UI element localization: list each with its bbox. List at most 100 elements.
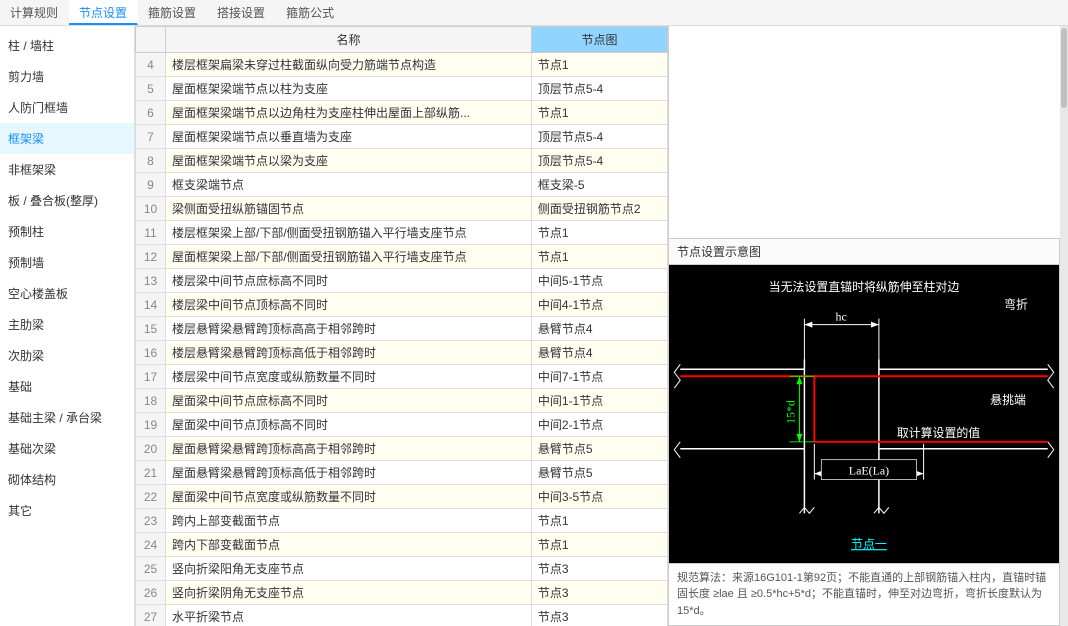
table-row[interactable]: 21屋面悬臂梁悬臂跨顶标高低于相邻跨时悬臂节点5 <box>136 461 668 485</box>
row-node[interactable]: 中间7-1节点 <box>531 365 667 389</box>
row-number: 15 <box>136 317 166 341</box>
row-number: 9 <box>136 173 166 197</box>
tab-1[interactable]: 节点设置 <box>69 0 138 25</box>
tab-2[interactable]: 箍筋设置 <box>138 0 207 25</box>
sidebar-item-14[interactable]: 砌体结构 <box>0 464 134 495</box>
table-row[interactable]: 10梁侧面受扭纵筋锚固节点侧面受扭钢筋节点2 <box>136 197 668 221</box>
table-row[interactable]: 12屋面框架梁上部/下部/侧面受扭钢筋锚入平行墙支座节点节点1 <box>136 245 668 269</box>
row-number: 26 <box>136 581 166 605</box>
row-number: 4 <box>136 53 166 77</box>
row-name: 跨内上部变截面节点 <box>166 509 532 533</box>
right-panel: 节点设置示意图 当无法设置直锚时将纵筋伸至柱对边 弯折 <box>668 26 1068 626</box>
sidebar-item-1[interactable]: 剪力墙 <box>0 61 134 92</box>
tab-3[interactable]: 搭接设置 <box>207 0 276 25</box>
row-node[interactable]: 节点1 <box>531 101 667 125</box>
table-row[interactable]: 15楼层悬臂梁悬臂跨顶标高高于相邻跨时悬臂节点4 <box>136 317 668 341</box>
row-node[interactable]: 中间1-1节点 <box>531 389 667 413</box>
row-node[interactable]: 顶层节点5-4 <box>531 77 667 101</box>
sidebar-item-2[interactable]: 人防门框墙 <box>0 92 134 123</box>
table-row[interactable]: 11楼层框架梁上部/下部/侧面受扭钢筋锚入平行墙支座节点节点1 <box>136 221 668 245</box>
row-node[interactable]: 节点3 <box>531 605 667 626</box>
sidebar-item-10[interactable]: 次肋梁 <box>0 340 134 371</box>
table-row[interactable]: 14楼层梁中间节点顶标高不同时中间4-1节点 <box>136 293 668 317</box>
table-row[interactable]: 27水平折梁节点节点3 <box>136 605 668 626</box>
table-row[interactable]: 13楼层梁中间节点庶标高不同时中间5-1节点 <box>136 269 668 293</box>
row-name: 楼层框架梁上部/下部/侧面受扭钢筋锚入平行墙支座节点 <box>166 221 532 245</box>
settings-table: 名称 节点图 4楼层框架扁梁未穿过柱截面纵向受力筋端节点构造节点15屋面框架梁端… <box>135 26 668 626</box>
row-number: 24 <box>136 533 166 557</box>
table-row[interactable]: 6屋面框架梁端节点以边角柱为支座柱伸出屋面上部纵筋...节点1 <box>136 101 668 125</box>
row-name: 跨内下部变截面节点 <box>166 533 532 557</box>
scrollbar[interactable] <box>1060 26 1068 626</box>
row-name: 楼层悬臂梁悬臂跨顶标高低于相邻跨时 <box>166 341 532 365</box>
row-node[interactable]: 节点3 <box>531 581 667 605</box>
row-node[interactable]: 节点1 <box>531 533 667 557</box>
table-row[interactable]: 25竖向折梁阳角无支座节点节点3 <box>136 557 668 581</box>
sidebar-item-3[interactable]: 框架梁 <box>0 123 134 154</box>
table-row[interactable]: 20屋面悬臂梁悬臂跨顶标高高于相邻跨时悬臂节点5 <box>136 437 668 461</box>
row-node[interactable]: 悬臂节点5 <box>531 437 667 461</box>
sidebar-item-9[interactable]: 主肋梁 <box>0 309 134 340</box>
table-row[interactable]: 8屋面框架梁端节点以梁为支座顶层节点5-4 <box>136 149 668 173</box>
tab-0[interactable]: 计算规则 <box>0 0 69 25</box>
sidebar-item-0[interactable]: 柱 / 墙柱 <box>0 30 134 61</box>
sidebar-item-8[interactable]: 空心楼盖板 <box>0 278 134 309</box>
row-node[interactable]: 顶层节点5-4 <box>531 125 667 149</box>
sidebar-item-4[interactable]: 非框架梁 <box>0 154 134 185</box>
row-node[interactable]: 中间4-1节点 <box>531 293 667 317</box>
table-row[interactable]: 7屋面框架梁端节点以垂直墙为支座顶层节点5-4 <box>136 125 668 149</box>
row-node[interactable]: 中间5-1节点 <box>531 269 667 293</box>
row-name: 屋面框架梁上部/下部/侧面受扭钢筋锚入平行墙支座节点 <box>166 245 532 269</box>
row-name: 屋面框架梁端节点以垂直墙为支座 <box>166 125 532 149</box>
row-number: 21 <box>136 461 166 485</box>
tab-4[interactable]: 箍筋公式 <box>276 0 345 25</box>
table-row[interactable]: 22屋面梁中间节点宽度或纵筋数量不同时中间3-5节点 <box>136 485 668 509</box>
row-node[interactable]: 中间3-5节点 <box>531 485 667 509</box>
table-row[interactable]: 18屋面梁中间节点庶标高不同时中间1-1节点 <box>136 389 668 413</box>
row-node[interactable]: 中间2-1节点 <box>531 413 667 437</box>
row-node[interactable]: 悬臂节点4 <box>531 317 667 341</box>
sidebar-item-11[interactable]: 基础 <box>0 371 134 402</box>
table-row[interactable]: 19屋面梁中间节点顶标高不同时中间2-1节点 <box>136 413 668 437</box>
row-node[interactable]: 节点3 <box>531 557 667 581</box>
sidebar-item-12[interactable]: 基础主梁 / 承台梁 <box>0 402 134 433</box>
row-name: 屋面框架梁端节点以柱为支座 <box>166 77 532 101</box>
row-number: 14 <box>136 293 166 317</box>
row-node[interactable]: 节点1 <box>531 509 667 533</box>
diagram-title: 节点设置示意图 <box>668 238 1060 264</box>
sidebar-item-15[interactable]: 其它 <box>0 495 134 526</box>
svg-text:当无法设置直锚时将纵筋伸至柱对边: 当无法设置直锚时将纵筋伸至柱对边 <box>769 279 960 293</box>
row-node[interactable]: 节点1 <box>531 53 667 77</box>
row-node[interactable]: 节点1 <box>531 245 667 269</box>
row-number: 27 <box>136 605 166 626</box>
table-row[interactable]: 17楼层梁中间节点宽度或纵筋数量不同时中间7-1节点 <box>136 365 668 389</box>
row-node[interactable]: 侧面受扭钢筋节点2 <box>531 197 667 221</box>
row-name: 楼层梁中间节点顶标高不同时 <box>166 293 532 317</box>
row-name: 屋面悬臂梁悬臂跨顶标高低于相邻跨时 <box>166 461 532 485</box>
row-node[interactable]: 悬臂节点4 <box>531 341 667 365</box>
table-row[interactable]: 4楼层框架扁梁未穿过柱截面纵向受力筋端节点构造节点1 <box>136 53 668 77</box>
row-name: 楼层梁中间节点庶标高不同时 <box>166 269 532 293</box>
sidebar-item-5[interactable]: 板 / 叠合板(整厚) <box>0 185 134 216</box>
table-row[interactable]: 23跨内上部变截面节点节点1 <box>136 509 668 533</box>
sidebar-item-6[interactable]: 预制柱 <box>0 216 134 247</box>
table-row[interactable]: 5屋面框架梁端节点以柱为支座顶层节点5-4 <box>136 77 668 101</box>
svg-text:节点一: 节点一 <box>851 537 887 551</box>
sidebar-item-7[interactable]: 预制墙 <box>0 247 134 278</box>
row-node[interactable]: 框支梁-5 <box>531 173 667 197</box>
row-node[interactable]: 顶层节点5-4 <box>531 149 667 173</box>
sidebar-item-13[interactable]: 基础次梁 <box>0 433 134 464</box>
row-name: 楼层框架扁梁未穿过柱截面纵向受力筋端节点构造 <box>166 53 532 77</box>
col-name: 名称 <box>166 27 532 53</box>
row-node[interactable]: 节点1 <box>531 221 667 245</box>
row-name: 屋面框架梁端节点以梁为支座 <box>166 149 532 173</box>
col-node: 节点图 <box>531 27 667 53</box>
svg-text:悬挑端: 悬挑端 <box>990 393 1026 407</box>
row-number: 11 <box>136 221 166 245</box>
table-row[interactable]: 9框支梁端节点框支梁-5 <box>136 173 668 197</box>
table-row[interactable]: 16楼层悬臂梁悬臂跨顶标高低于相邻跨时悬臂节点4 <box>136 341 668 365</box>
table-row[interactable]: 24跨内下部变截面节点节点1 <box>136 533 668 557</box>
row-node[interactable]: 悬臂节点5 <box>531 461 667 485</box>
row-number: 18 <box>136 389 166 413</box>
table-row[interactable]: 26竖向折梁阴角无支座节点节点3 <box>136 581 668 605</box>
